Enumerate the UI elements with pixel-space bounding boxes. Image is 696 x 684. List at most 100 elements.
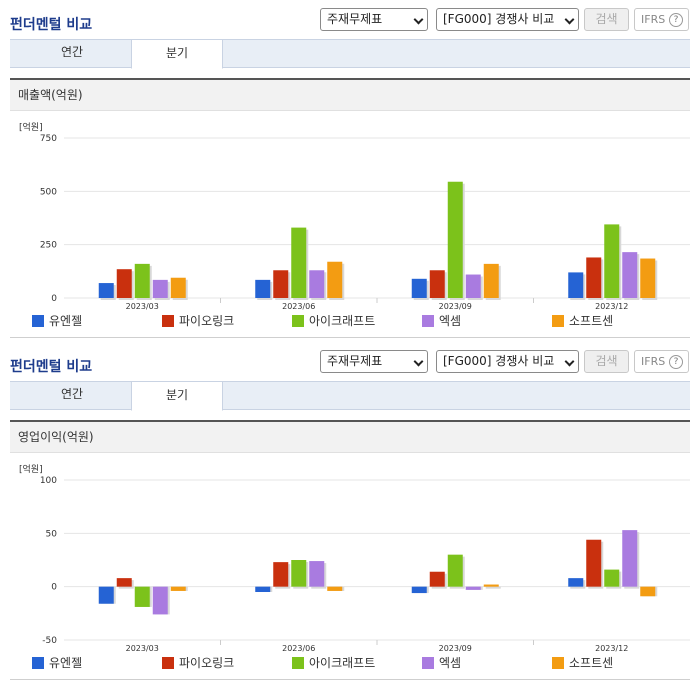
legend-item[interactable]: 파이오링크 [162,314,234,328]
y-tick-label: 0 [51,294,57,304]
legend-swatch [292,315,304,327]
legend-item[interactable]: 유엔젤 [32,656,82,670]
bar [255,279,271,298]
bar [273,270,289,298]
bar [170,277,186,298]
legend-swatch [32,657,44,669]
divider [10,337,690,338]
bar-shadow [485,586,501,589]
section-title: 펀더멘털 비교 [10,359,93,375]
chart-legend: 유엔젤 파이오링크 아이크래프트 엑셈 소프트센 [32,314,682,330]
bar [640,258,656,298]
bar [309,270,325,298]
peer-group-select[interactable]: [FG000] 경쟁사 비교 [436,8,579,31]
statement-type-value: 주재무제표 [327,354,383,368]
tab-annual[interactable]: 연간 [60,45,84,59]
legend-item[interactable]: 소프트센 [552,656,613,670]
peer-group-value: [FG000] 경쟁사 비교 [443,12,555,26]
x-tick-label: 2023/06 [282,644,315,652]
bar [327,586,343,591]
legend-swatch [292,657,304,669]
statement-type-select[interactable]: 주재무제표 [320,8,428,31]
chart-title: 영업이익(억원) [10,422,690,453]
legend-item[interactable]: 아이크래프트 [292,314,375,328]
bar [429,270,445,298]
x-tick-label: 2023/09 [439,644,472,652]
legend-item[interactable]: 유엔젤 [32,314,82,328]
bar [622,252,638,298]
legend-item[interactable]: 엑셈 [422,314,461,328]
bar [447,181,463,298]
y-tick-label: 100 [40,476,57,486]
bar [483,263,499,298]
legend-label: 아이크래프트 [309,314,376,328]
legend-item[interactable]: 소프트센 [552,314,613,328]
x-tick-label: 2023/12 [595,644,628,652]
bar [134,586,150,607]
legend-item[interactable]: 파이오링크 [162,656,234,670]
search-button[interactable]: 검색 [584,8,629,31]
help-icon: ? [669,13,683,27]
bar-chart-svg: 0 250 500 750 2023/03 2023/06 2023/09 2023/12 [40,134,690,310]
bar [152,279,168,298]
tab-quarterly[interactable]: 분기 [131,39,223,69]
legend-label: 유엔젤 [49,314,83,328]
statement-type-select[interactable]: 주재무제표 [320,350,428,373]
search-button[interactable]: 검색 [584,350,629,373]
x-tick-label: 2023/09 [439,302,472,310]
peer-group-value: [FG000] 경쟁사 비교 [443,354,555,368]
bar [170,586,186,591]
legend-item[interactable]: 아이크래프트 [292,656,375,670]
bar [98,586,114,604]
legend-swatch [422,657,434,669]
bar [411,586,427,594]
section-title: 펀더멘털 비교 [10,17,93,33]
ifrs-info-button[interactable]: IFRS ? [634,8,689,31]
bar [291,227,307,298]
bar [98,283,114,298]
bar [327,261,343,298]
y-axis-unit: [억원] [19,465,43,475]
y-tick-label: 50 [46,529,58,539]
divider [10,679,690,680]
legend-label: 엑셈 [439,656,462,670]
legend-item[interactable]: 엑셈 [422,656,461,670]
ifrs-info-button[interactable]: IFRS ? [634,350,689,373]
bar [483,584,499,587]
chevron-down-icon [564,14,575,25]
tab-quarterly[interactable]: 분기 [131,381,223,411]
bar [465,586,481,590]
bar [116,578,132,587]
bar [568,272,584,298]
bar [116,269,132,298]
peer-group-select[interactable]: [FG000] 경쟁사 비교 [436,350,579,373]
bar [411,278,427,298]
legend-swatch [32,315,44,327]
sales-chart: 매출액(억원) [억원] 0 250 500 750 2023/03 2023/06 202… [10,78,690,338]
bar [586,539,602,587]
bar [465,274,481,298]
x-tick-label: 2023/06 [282,302,315,310]
ifrs-label: IFRS [641,13,666,26]
x-tick-label: 2023/03 [126,302,159,310]
chart-legend: 유엔젤 파이오링크 아이크래프트 엑셈 소프트센 [32,656,682,672]
chevron-down-icon [564,356,575,367]
legend-swatch [552,315,564,327]
bar [273,562,289,587]
tab-annual[interactable]: 연간 [60,387,84,401]
help-icon: ? [669,355,683,369]
bar [134,263,150,298]
bar [568,578,584,587]
legend-swatch [552,657,564,669]
bar [255,586,271,592]
x-tick-label: 2023/12 [595,302,628,310]
bar [622,530,638,587]
legend-label: 소프트센 [569,656,614,670]
bar [640,586,656,597]
period-tabs: 연간 분기 [10,381,690,411]
y-tick-label: 500 [40,187,57,197]
bar-chart-svg: -50 0 50 100 2023/03 2023/06 2023/09 2023/12 [40,476,690,652]
legend-swatch [162,657,174,669]
statement-type-value: 주재무제표 [327,12,383,26]
y-axis-unit: [억원] [19,123,43,133]
